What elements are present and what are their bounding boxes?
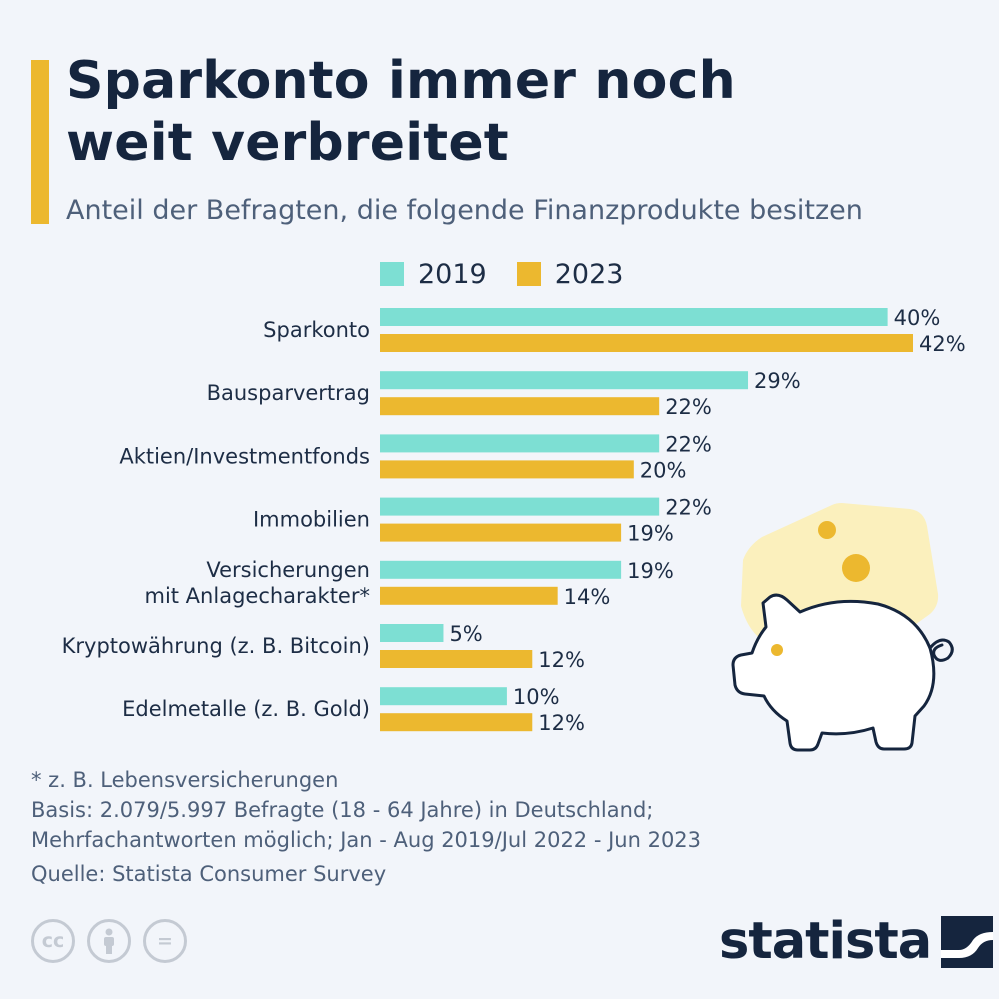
- value-label-2023-0: 42%: [919, 332, 966, 356]
- value-label-2023-4: 14%: [564, 585, 611, 609]
- chart-subtitle: Anteil der Befragten, die folgende Finan…: [66, 195, 863, 226]
- value-label-2023-3: 19%: [627, 522, 674, 546]
- category-label-4-0: Versicherungen: [206, 558, 370, 582]
- statista-logo[interactable]: statista: [719, 912, 994, 972]
- value-label-2023-6: 12%: [538, 711, 585, 735]
- footnote-asterisk: * z. B. Lebensversicherungen: [31, 768, 339, 792]
- value-label-2019-3: 22%: [665, 496, 712, 520]
- legend-label-2023: 2023: [554, 258, 624, 290]
- bar-2023-4: [380, 586, 558, 605]
- bar-2019-3: [380, 497, 660, 516]
- bar-2019-1: [380, 371, 749, 390]
- value-label-2023-2: 20%: [640, 458, 687, 482]
- bar-chart: Sparkonto 40%42% Bausparvertrag 29% 22% Aktie…: [62, 306, 966, 735]
- category-label-6: Edelmetalle (z. B. Gold): [122, 697, 370, 721]
- bar-2023-1: [380, 397, 660, 416]
- category-label-2: Aktien/Investmentfonds: [119, 444, 370, 468]
- cc-glyph: cc: [41, 930, 65, 952]
- category-label-1: Bausparvertrag: [207, 381, 370, 405]
- legend-label-2019: 2019: [418, 258, 487, 290]
- footnote-answers: Mehrfachantworten möglich; Jan - Aug 201…: [31, 828, 702, 852]
- value-label-2019-1: 29%: [754, 369, 801, 393]
- source-note: Quelle: Statista Consumer Survey: [31, 862, 387, 886]
- value-label-2019-6: 10%: [513, 685, 560, 709]
- legend: 2019 2023: [380, 256, 653, 292]
- value-label-2019-2: 22%: [665, 432, 712, 456]
- legend-item-2019: 2019: [380, 259, 487, 290]
- value-label-2019-0: 40%: [894, 306, 941, 330]
- title-line-1: Sparkonto immer noch: [66, 51, 736, 111]
- value-label-2023-5: 12%: [538, 648, 585, 672]
- chart-title: Sparkonto immer noch weit verbreitet: [66, 50, 736, 174]
- equal-glyph: =: [157, 930, 173, 952]
- legend-swatch-2023: [516, 262, 541, 286]
- bar-2019-2: [380, 434, 660, 453]
- value-label-2019-4: 19%: [627, 559, 674, 583]
- bar-2023-0: [380, 334, 913, 352]
- footnote-basis: Basis: 2.079/5.997 Befragte (18 - 64 Jah…: [31, 798, 654, 822]
- value-label-2019-5: 5%: [449, 622, 482, 646]
- by-person-icon[interactable]: [87, 919, 131, 963]
- title-accent-bar: [31, 60, 49, 224]
- category-label-4-1: mit Anlagecharakter*: [144, 584, 370, 608]
- cc-icon[interactable]: cc: [31, 919, 75, 963]
- footnotes: * z. B. Lebensversicherungen Basis: 2.07…: [31, 765, 701, 889]
- legend-item-2023: 2023: [516, 258, 624, 290]
- bar-2023-3: [380, 523, 622, 542]
- statista-logo-icon: [941, 916, 994, 968]
- nd-equal-icon[interactable]: =: [143, 919, 187, 963]
- bar-2019-0: [380, 308, 888, 326]
- title-line-2: weit verbreitet: [66, 113, 509, 173]
- category-label-5: Kryptowährung (z. B. Bitcoin): [62, 634, 370, 658]
- category-label-3: Immobilien: [253, 508, 370, 532]
- license-icons: cc =: [31, 919, 199, 963]
- bar-2019-5: [380, 624, 444, 642]
- bar-2023-5: [380, 650, 533, 668]
- category-label-0: Sparkonto: [263, 318, 370, 342]
- bar-2019-6: [380, 687, 507, 706]
- piggy-bank-icon: [731, 503, 954, 752]
- bar-2019-4: [380, 560, 622, 579]
- value-label-2023-1: 22%: [665, 395, 712, 419]
- brand-wordmark: statista: [719, 912, 932, 971]
- person-glyph: [104, 928, 114, 954]
- bar-2023-2: [380, 460, 634, 479]
- legend-swatch-2019: [380, 262, 404, 286]
- bar-2023-6: [380, 713, 533, 732]
